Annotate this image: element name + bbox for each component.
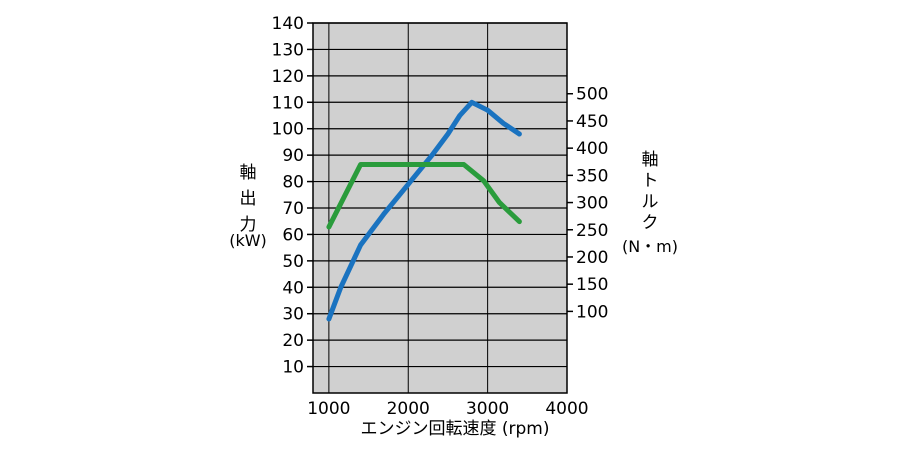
right-axis-unit: (N・m): [622, 237, 678, 256]
left-tick-label: 30: [282, 305, 304, 325]
right-axis-label-char: ル: [642, 192, 659, 212]
left-tick-label: 110: [272, 93, 304, 113]
left-tick-label: 40: [282, 278, 304, 298]
left-tick-label: 60: [282, 225, 304, 245]
right-tick-label: 200: [576, 248, 608, 268]
left-axis-label: 軸出力: [240, 163, 257, 235]
right-tick-label: 150: [576, 275, 608, 295]
left-axis-ticks: 10 20 30 40 50 60 70 80 90 100 110 120 130 140: [272, 14, 304, 378]
right-tick-label: 300: [576, 194, 608, 214]
x-axis-ticks: 1000 2000 3000 4000: [307, 399, 588, 419]
left-tick-label: 140: [272, 14, 304, 34]
right-axis-tick-marks: [567, 92, 573, 313]
right-tick-label: 250: [576, 221, 608, 241]
right-axis-label-char: ク: [642, 213, 659, 233]
right-axis-label-char: ト: [642, 171, 659, 191]
right-tick-label: 100: [576, 302, 608, 322]
left-axis-unit: (kW): [229, 231, 267, 250]
x-tick-label: 1000: [307, 399, 350, 419]
right-tick-label: 400: [576, 139, 608, 159]
torque-curve: [326, 162, 522, 230]
right-tick-label: 450: [576, 112, 608, 132]
left-tick-label: 130: [272, 40, 304, 60]
x-tick-label: 2000: [387, 399, 430, 419]
left-axis-tick-marks: [307, 22, 313, 368]
x-axis-label: エンジン回転速度 (rpm): [360, 419, 549, 439]
left-tick-label: 80: [282, 173, 304, 193]
power-curve: [326, 99, 522, 322]
left-tick-label: 70: [282, 199, 304, 219]
left-tick-label: 50: [282, 252, 304, 272]
x-tick-label: 3000: [466, 399, 509, 419]
left-axis-label-char: 力: [240, 215, 257, 235]
right-axis-ticks: 100 150 200 250 300 350 400 450 500: [576, 85, 608, 323]
left-axis-label-char: 軸: [240, 163, 257, 183]
right-tick-label: 350: [576, 166, 608, 186]
left-tick-label: 100: [272, 120, 304, 140]
left-tick-label: 90: [282, 146, 304, 166]
horizontal-gridlines: [313, 22, 567, 368]
left-tick-label: 20: [282, 331, 304, 351]
left-tick-label: 120: [272, 67, 304, 87]
series-layer: [326, 99, 522, 322]
left-tick-label: 10: [282, 358, 304, 378]
right-axis-label-char: 軸: [642, 150, 659, 170]
left-axis-label-char: 出: [240, 189, 257, 209]
vertical-gridlines: [328, 23, 489, 393]
right-tick-label: 500: [576, 85, 608, 105]
x-tick-label: 4000: [545, 399, 588, 419]
